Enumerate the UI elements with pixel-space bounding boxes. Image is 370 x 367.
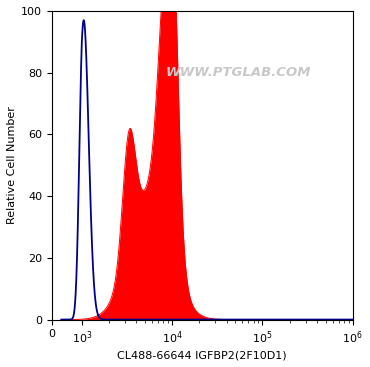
X-axis label: CL488-66644 IGFBP2(2F10D1): CL488-66644 IGFBP2(2F10D1) <box>117 350 287 360</box>
Text: WWW.PTGLAB.COM: WWW.PTGLAB.COM <box>166 66 311 79</box>
Y-axis label: Relative Cell Number: Relative Cell Number <box>7 106 17 224</box>
